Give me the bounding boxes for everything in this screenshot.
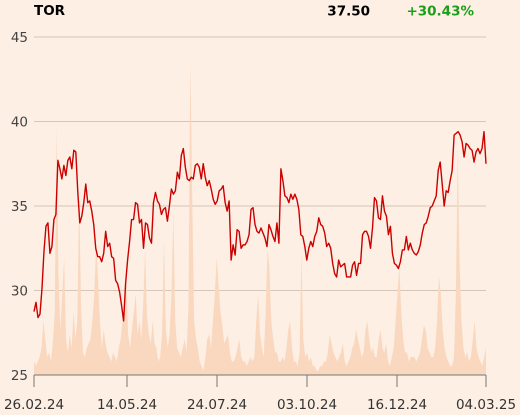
x-tick-label: 24.07.24 bbox=[187, 397, 247, 413]
price-change-percent: +30.43% bbox=[406, 4, 474, 20]
ticker-symbol: TOR bbox=[34, 3, 66, 19]
gridlines bbox=[34, 36, 486, 291]
y-tick-label: 45 bbox=[11, 30, 28, 46]
volume-shape bbox=[34, 59, 486, 375]
y-axis-ticks: 25 30 35 40 45 bbox=[11, 30, 28, 384]
x-tick-label: 14.05.24 bbox=[97, 397, 157, 413]
price-line bbox=[33, 130, 487, 322]
y-tick-label: 35 bbox=[11, 199, 28, 215]
y-tick-label: 30 bbox=[11, 284, 28, 300]
price-series-line bbox=[33, 130, 487, 322]
x-tick-label: 26.02.24 bbox=[4, 397, 64, 413]
current-price: 37.50 bbox=[327, 4, 370, 20]
y-tick-label: 40 bbox=[11, 115, 28, 131]
x-axis-ticks: 26.02.24 14.05.24 24.07.24 03.10.24 16.12.24… bbox=[4, 375, 516, 413]
volume-area bbox=[34, 59, 486, 375]
y-tick-label: 25 bbox=[11, 368, 28, 384]
x-tick-label: 03.10.24 bbox=[277, 397, 337, 413]
x-tick-label: 04.03.25 bbox=[456, 397, 516, 413]
x-tick-label: 16.12.24 bbox=[367, 397, 427, 413]
